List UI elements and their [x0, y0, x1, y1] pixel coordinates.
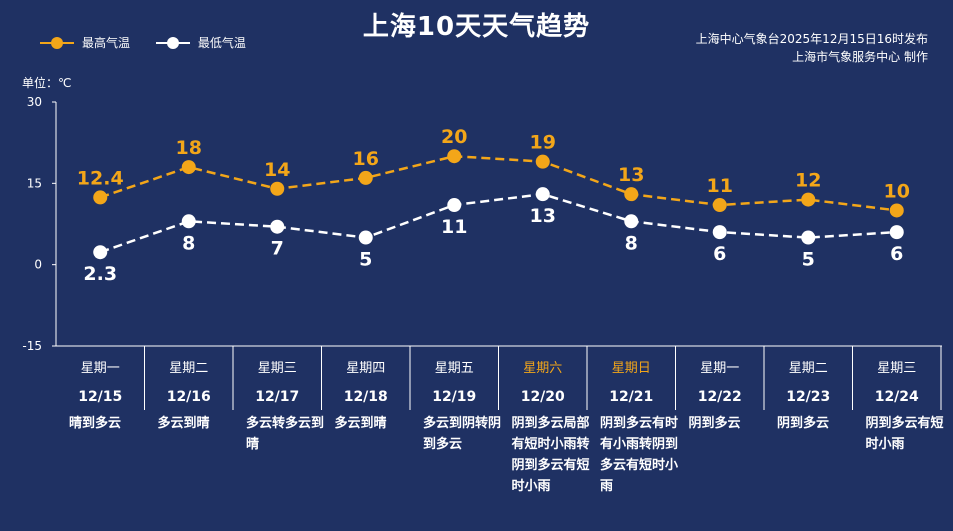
high-temp-point	[270, 181, 285, 196]
weekday-label: 星期二	[169, 361, 208, 376]
publisher-info: 上海中心气象台2025年12月15日16时发布 上海市气象服务中心 制作	[696, 30, 928, 66]
low-temp-label: 11	[441, 216, 467, 238]
low-temp-label: 2.3	[83, 263, 117, 285]
weather-text-line: 有短时小雨转	[512, 436, 590, 452]
low-temp-label: 7	[271, 238, 284, 260]
date-label: 12/19	[432, 389, 476, 405]
low-temp-label: 5	[802, 249, 815, 271]
weekday-label: 星期一	[700, 361, 739, 376]
chart-title: 上海10天天气趋势	[362, 12, 591, 42]
date-label: 12/20	[521, 389, 565, 405]
low-temp-label: 5	[359, 249, 372, 271]
high-temp-label: 12	[795, 170, 821, 192]
legend-item-high: 最高气温	[40, 34, 130, 51]
weather-text-line: 有小雨转阴到	[600, 436, 678, 452]
high-temp-label: 19	[530, 132, 556, 154]
weather-text-line: 晴	[246, 436, 259, 452]
high-temp-point	[712, 198, 727, 213]
low-temp-point	[889, 225, 904, 240]
weather-text-line: 多云有短时小	[600, 457, 678, 473]
low-temp-point	[93, 245, 108, 260]
high-temp-label: 13	[618, 164, 644, 186]
low-temp-point	[181, 214, 196, 229]
high-temp-point	[889, 203, 904, 218]
high-temp-point	[624, 187, 639, 202]
weather-text-line: 多云转多云到	[246, 415, 324, 431]
date-label: 12/21	[609, 389, 653, 405]
high-temp-label: 14	[264, 159, 290, 181]
weekday-label: 星期一	[81, 361, 120, 376]
weather-text-line: 阴到多云有时	[600, 415, 678, 431]
legend-high-label: 最高气温	[82, 36, 131, 50]
weather-text-line: 阴到多云有短	[866, 415, 944, 431]
weather-text-line: 阴到多云局部	[512, 415, 590, 431]
date-label: 12/22	[698, 389, 742, 405]
weekday-label: 星期四	[346, 361, 385, 376]
weather-text-line: 到多云	[423, 436, 462, 452]
legend-item-low: 最低气温	[155, 34, 246, 51]
high-temp-point	[535, 154, 550, 169]
date-label: 12/23	[786, 389, 830, 405]
high-temp-line	[99, 154, 897, 212]
high-temp-label: 12.4	[77, 167, 124, 189]
high-temp-point	[801, 192, 816, 207]
high-temp-point	[93, 190, 108, 205]
low-temp-point	[270, 219, 285, 234]
publisher-line-1: 上海中心气象台2025年12月15日16时发布	[695, 32, 928, 46]
weekday-label: 星期二	[789, 361, 828, 376]
date-label: 12/17	[255, 389, 299, 405]
low-temp-line	[99, 192, 897, 254]
low-temp-point	[535, 187, 550, 202]
weather-text-line: 阴到多云	[777, 415, 829, 431]
weekday-label: 星期三	[877, 361, 916, 376]
low-temp-point	[801, 230, 816, 245]
unit-label: 单位：℃	[22, 76, 72, 90]
y-tick-label: -15	[22, 339, 42, 353]
date-label: 12/16	[167, 389, 211, 405]
publisher-line-2: 上海市气象服务中心 制作	[792, 50, 928, 64]
weather-text-line: 阴到多云	[689, 415, 741, 431]
low-temp-label: 6	[890, 243, 903, 265]
y-tick-label: 15	[27, 176, 42, 190]
legend-low-swatch	[155, 36, 190, 49]
low-temp-point	[712, 225, 727, 240]
weekday-label: 星期日	[612, 361, 651, 376]
date-label: 12/24	[875, 389, 919, 405]
y-tick-label: 30	[27, 95, 42, 109]
weather-text-line: 多云到晴	[335, 415, 387, 431]
legend-low-label: 最低气温	[197, 36, 246, 50]
weather-text-line: 时小雨	[512, 478, 551, 494]
high-temp-point	[358, 170, 373, 185]
high-temp-point	[447, 149, 462, 164]
high-temp-label: 18	[176, 137, 202, 159]
weather-text-line: 多云到晴	[158, 415, 210, 431]
low-temp-label: 8	[182, 232, 195, 254]
low-temp-point	[624, 214, 639, 229]
weather-text-line: 时小雨	[866, 436, 905, 452]
high-temp-label: 11	[707, 175, 733, 197]
high-temp-label: 20	[441, 126, 467, 148]
high-temp-label: 16	[353, 148, 379, 170]
low-temp-label: 6	[713, 243, 726, 265]
weather-text-line: 阴到多云有短	[512, 457, 590, 473]
weather-text-line: 雨	[600, 479, 613, 494]
weekday-label: 星期三	[258, 361, 297, 376]
low-temp-point	[358, 230, 373, 245]
low-temp-label: 8	[625, 232, 638, 254]
high-temp-point	[181, 160, 196, 175]
y-tick-label: 0	[34, 258, 42, 272]
weekday-label: 星期五	[435, 361, 474, 376]
high-temp-label: 10	[884, 180, 910, 202]
legend: 最高气温 最低气温	[40, 34, 268, 52]
weather-text-line: 多云到阴转阴	[423, 415, 501, 431]
weather-text-line: 晴到多云	[69, 415, 121, 431]
weekday-label: 星期六	[523, 361, 562, 376]
date-label: 12/15	[78, 389, 122, 405]
date-label: 12/18	[344, 389, 388, 405]
low-temp-point	[447, 198, 462, 213]
legend-high-swatch	[40, 36, 74, 49]
low-temp-label: 13	[530, 205, 556, 227]
